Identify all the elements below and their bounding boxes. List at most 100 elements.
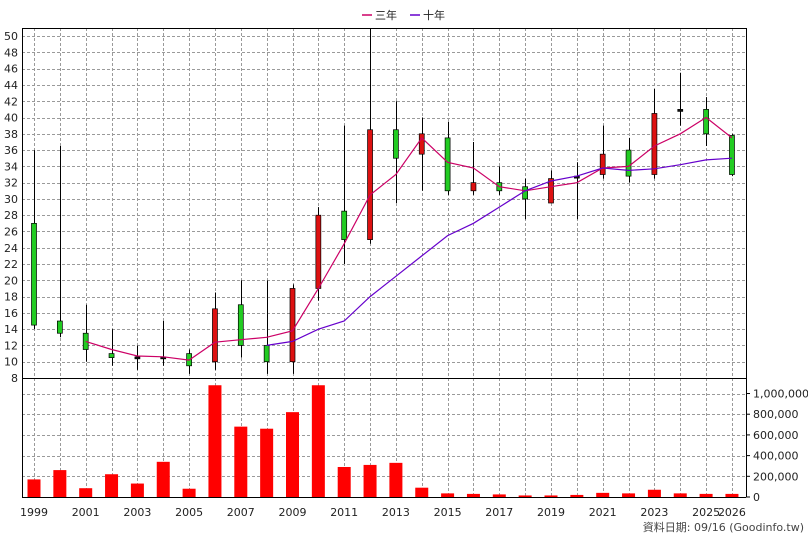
volume-bar	[544, 495, 558, 497]
volume-bar	[673, 493, 687, 497]
candle-body	[393, 129, 399, 159]
candle-body	[315, 214, 322, 289]
x-tick-label: 2021	[589, 506, 617, 519]
x-tick-label: 2026	[718, 506, 746, 519]
candle-body	[418, 133, 425, 155]
x-axis-ticks: 1999 2001 2003 2005 2007 2009 2011 2013 2015 2017…	[20, 506, 746, 519]
candle-body	[599, 153, 606, 175]
volume-bar	[415, 487, 429, 497]
x-tick-label: 2015	[434, 506, 462, 519]
volume-bar	[647, 489, 661, 497]
price-tick-label: 48	[4, 46, 18, 59]
candle-body	[677, 109, 684, 112]
x-tick-label: 2003	[123, 506, 151, 519]
volume-bar	[622, 493, 636, 497]
volume-bar	[466, 493, 480, 497]
price-tick-label: 36	[4, 144, 18, 157]
volume-tick-label: 800,000	[753, 408, 799, 421]
price-tick-label: 40	[4, 112, 18, 125]
x-tick-label: 1999	[20, 506, 48, 519]
x-tick-label: 2025	[692, 506, 720, 519]
x-tick-label: 2001	[72, 506, 100, 519]
candle-body	[82, 332, 89, 350]
x-tick-label: 2011	[330, 506, 358, 519]
price-tick-label: 44	[4, 79, 18, 92]
x-tick-label: 2019	[537, 506, 565, 519]
x-tick-label: 2005	[175, 506, 203, 519]
candle-body	[522, 186, 529, 200]
candle-body	[341, 210, 348, 240]
candle-body	[444, 137, 451, 192]
price-tick-label: 18	[4, 291, 18, 304]
candle-body	[703, 109, 709, 135]
volume-tick-label: 0	[753, 491, 760, 504]
volume-axis-ticks: 0 200,000 400,000 600,000 800,000 1,000,000	[746, 388, 808, 504]
volume-tick-label: 200,000	[753, 470, 799, 483]
candle-body	[470, 182, 477, 192]
candle-body	[108, 353, 115, 359]
volume-tick-label: 400,000	[753, 450, 799, 463]
x-tick-label: 2017	[485, 506, 513, 519]
x-tick-label: 2013	[382, 506, 410, 519]
price-tick-label: 10	[4, 356, 18, 369]
candle-body	[212, 308, 218, 363]
candle-body	[56, 320, 63, 334]
volume-tick-label: 1,000,000	[753, 388, 808, 401]
axes	[22, 28, 747, 498]
volume-bar	[156, 461, 170, 497]
volume-bar	[260, 428, 274, 497]
volume-bar	[596, 492, 610, 497]
volume-bar	[105, 474, 119, 497]
volume-bar	[234, 426, 248, 497]
volume-bar	[182, 488, 196, 497]
price-tick-label: 22	[4, 258, 18, 271]
volume-bar	[337, 466, 351, 497]
x-tick-label: 2009	[279, 506, 307, 519]
volume-bar	[570, 494, 584, 497]
volume-bar	[286, 412, 299, 497]
price-tick-label: 42	[4, 95, 18, 108]
source-note: 資料日期: 09/16 (Goodinfo.tw)	[643, 520, 804, 534]
volume-bar	[130, 483, 144, 497]
volume-bar	[311, 385, 325, 497]
candle-body	[31, 222, 37, 326]
price-tick-label: 16	[4, 307, 18, 320]
series-line	[266, 157, 733, 346]
candle-body	[625, 149, 632, 177]
candle-body	[134, 356, 141, 360]
legend-label: 十年	[423, 8, 445, 22]
candle-body	[289, 288, 296, 363]
volume-bar	[699, 493, 713, 497]
volume-tick-label: 600,000	[753, 429, 799, 442]
volume-bar	[53, 470, 67, 497]
candle-body	[729, 135, 735, 175]
candle-body	[367, 129, 373, 240]
volume-bar	[208, 385, 222, 497]
volume-bars	[27, 385, 739, 497]
candle-body	[548, 178, 554, 204]
price-tick-label: 14	[4, 323, 18, 336]
price-tick-label: 46	[4, 63, 18, 76]
price-tick-label: 20	[4, 274, 18, 287]
price-tick-label: 30	[4, 193, 18, 206]
candle-body	[237, 304, 244, 346]
volume-bar	[441, 493, 455, 497]
candle-bodies	[31, 109, 735, 367]
candle-body	[263, 345, 270, 363]
price-tick-label: 12	[4, 339, 18, 352]
x-tick-label: 2023	[640, 506, 668, 519]
price-tick-label: 24	[4, 242, 18, 255]
volume-bar	[492, 494, 506, 497]
price-tick-label: 8	[11, 372, 18, 385]
volume-bar	[27, 479, 41, 497]
price-tick-label: 28	[4, 209, 18, 222]
series-line	[85, 116, 733, 361]
volume-bar	[389, 462, 403, 497]
legend-label: 三年	[375, 8, 397, 22]
volume-bar	[518, 495, 532, 497]
x-tick-label: 2007	[227, 506, 255, 519]
price-tick-label: 32	[4, 177, 18, 190]
price-tick-label: 26	[4, 225, 18, 238]
price-tick-label: 38	[4, 128, 18, 141]
